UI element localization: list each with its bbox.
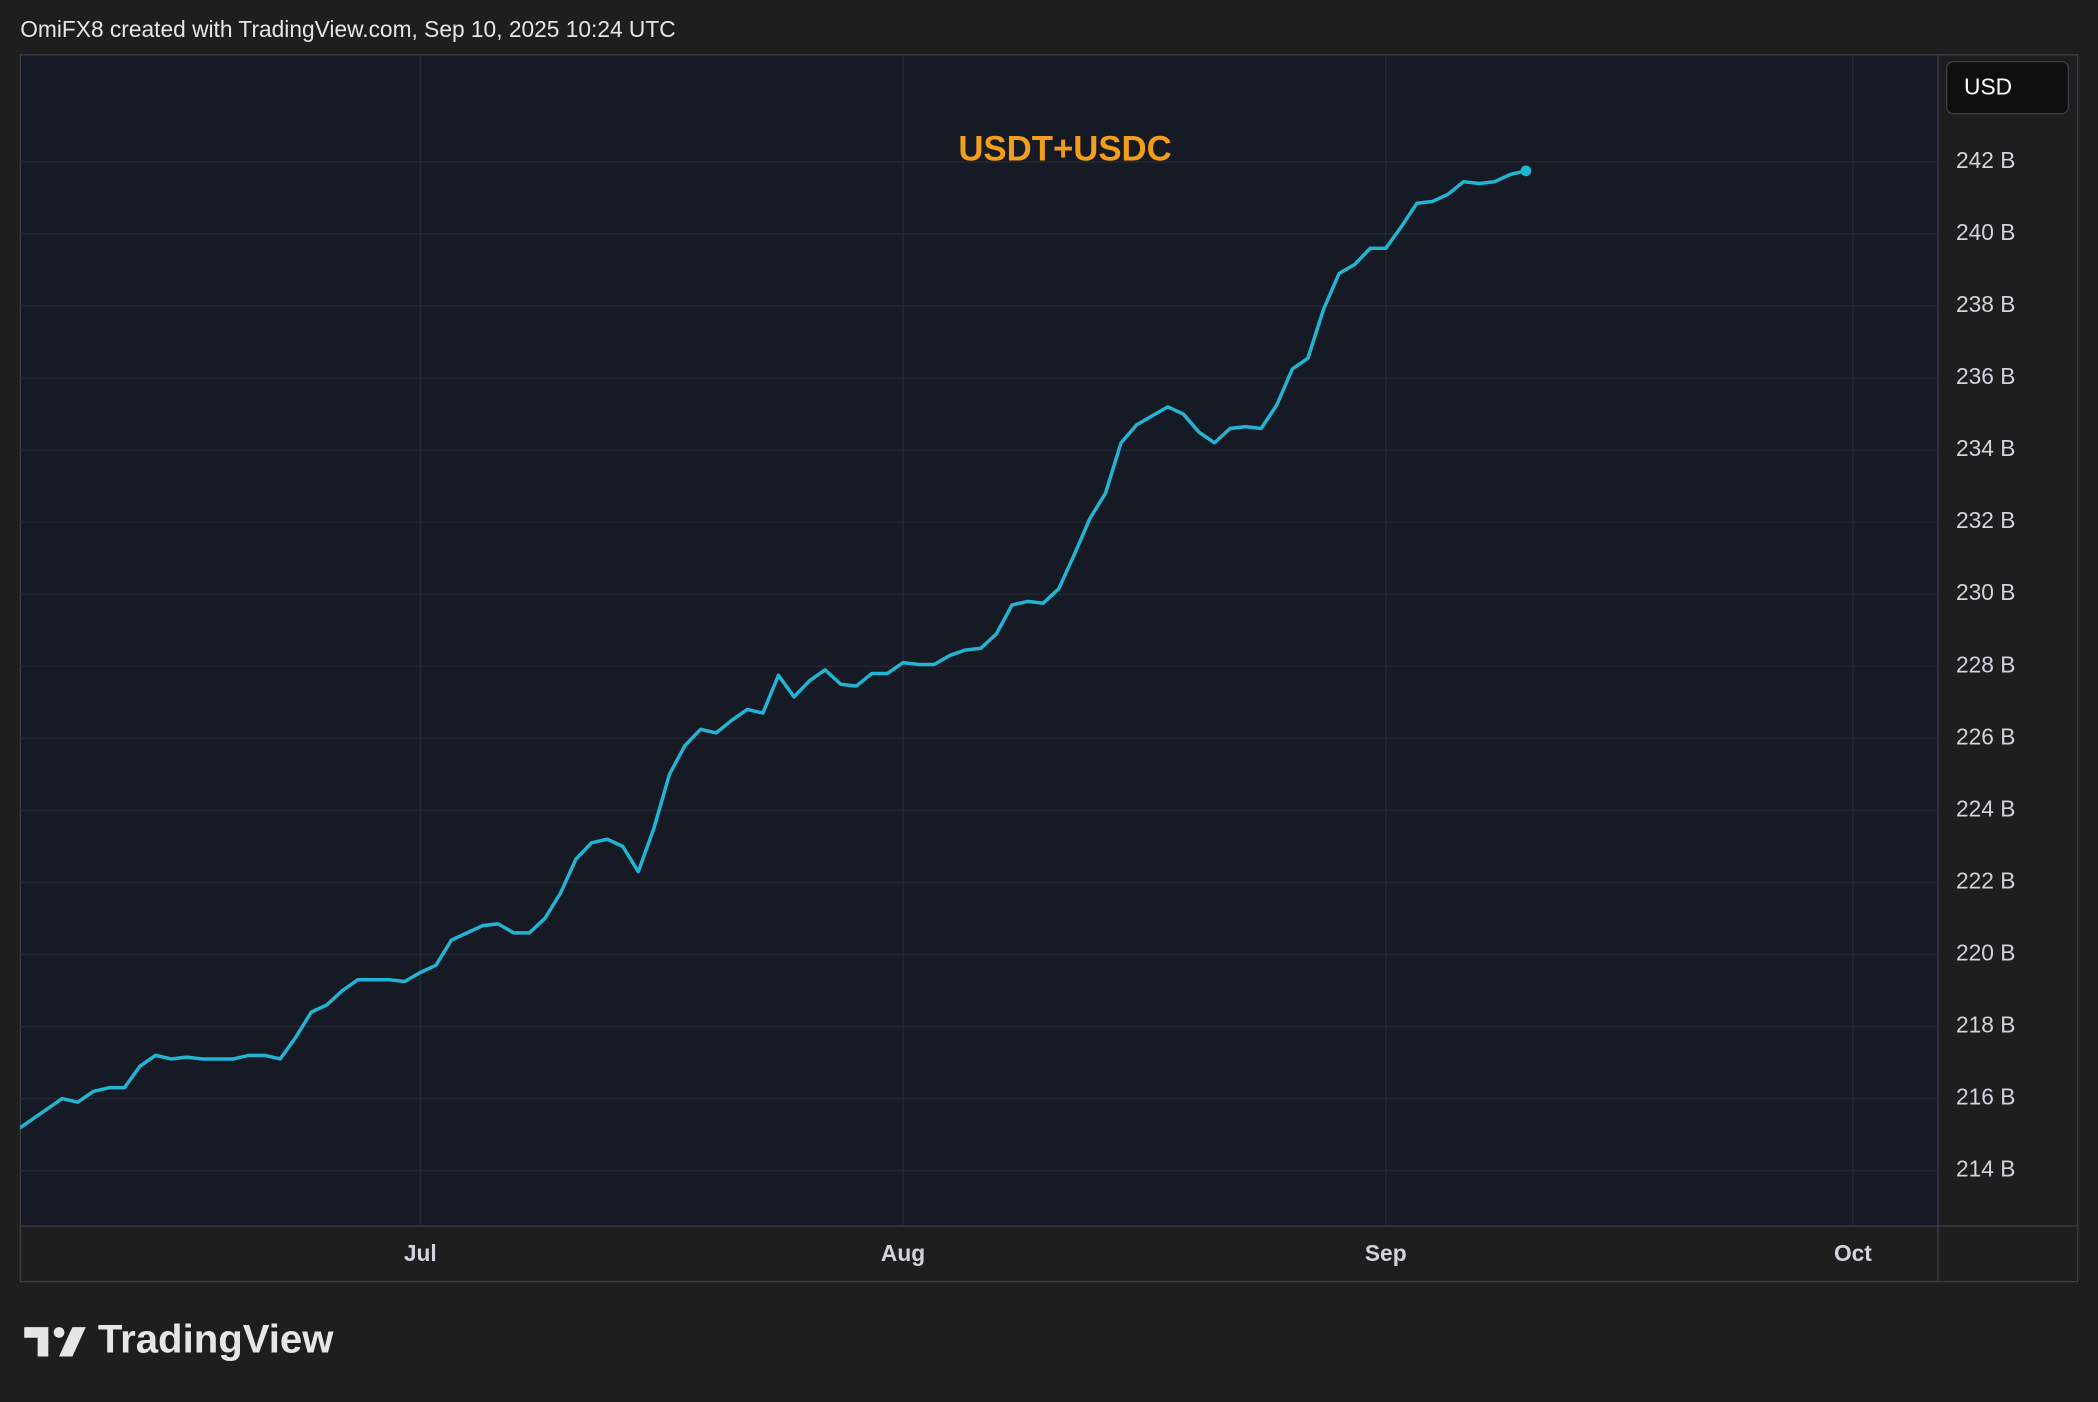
frame bbox=[19, 54, 2079, 1283]
header: OmiFX8 created with TradingView.com, Sep… bbox=[20, 16, 675, 42]
series-layer bbox=[20, 165, 1532, 1130]
y-tick-label: 214 B bbox=[1956, 1156, 2015, 1182]
x-tick-label: Oct bbox=[1834, 1240, 1872, 1266]
y-tick-label: 234 B bbox=[1956, 435, 2015, 461]
brand-logo bbox=[24, 1327, 86, 1357]
x-tick-label: Aug bbox=[881, 1240, 925, 1266]
brand: TradingView bbox=[98, 1316, 334, 1361]
grid bbox=[20, 54, 1938, 1226]
y-tick-label: 216 B bbox=[1956, 1084, 2015, 1110]
y-tick-label: 226 B bbox=[1956, 723, 2015, 749]
y-tick-label: 238 B bbox=[1956, 291, 2015, 317]
y-tick-label: 222 B bbox=[1956, 867, 2015, 893]
series-line bbox=[20, 169, 1527, 1130]
x-tick-label: Jul bbox=[404, 1240, 437, 1266]
currency-button[interactable] bbox=[1945, 60, 2070, 115]
y-tick-label: 224 B bbox=[1956, 795, 2015, 821]
last-point bbox=[1520, 165, 1532, 177]
y-tick-label: 240 B bbox=[1956, 219, 2015, 245]
y-tick-label: 228 B bbox=[1956, 651, 2015, 677]
y-tick-label: 242 B bbox=[1956, 147, 2015, 173]
y-tick-label: 236 B bbox=[1956, 363, 2015, 389]
currency-label[interactable]: USD bbox=[1964, 73, 2012, 99]
y-tick-label: 232 B bbox=[1956, 507, 2015, 533]
y-tick-label: 230 B bbox=[1956, 579, 2015, 605]
y-tick-label: 218 B bbox=[1956, 1012, 2015, 1038]
x-tick-label: Sep bbox=[1365, 1240, 1407, 1266]
y-tick-label: 220 B bbox=[1956, 939, 2015, 965]
series-label: USDT+USDC bbox=[958, 130, 1171, 168]
plot-area bbox=[20, 54, 1938, 1226]
axis-labels: 214 B 216 B 218 B 220 B 222 B 224 B 226 B 228 B… bbox=[404, 147, 2016, 1266]
